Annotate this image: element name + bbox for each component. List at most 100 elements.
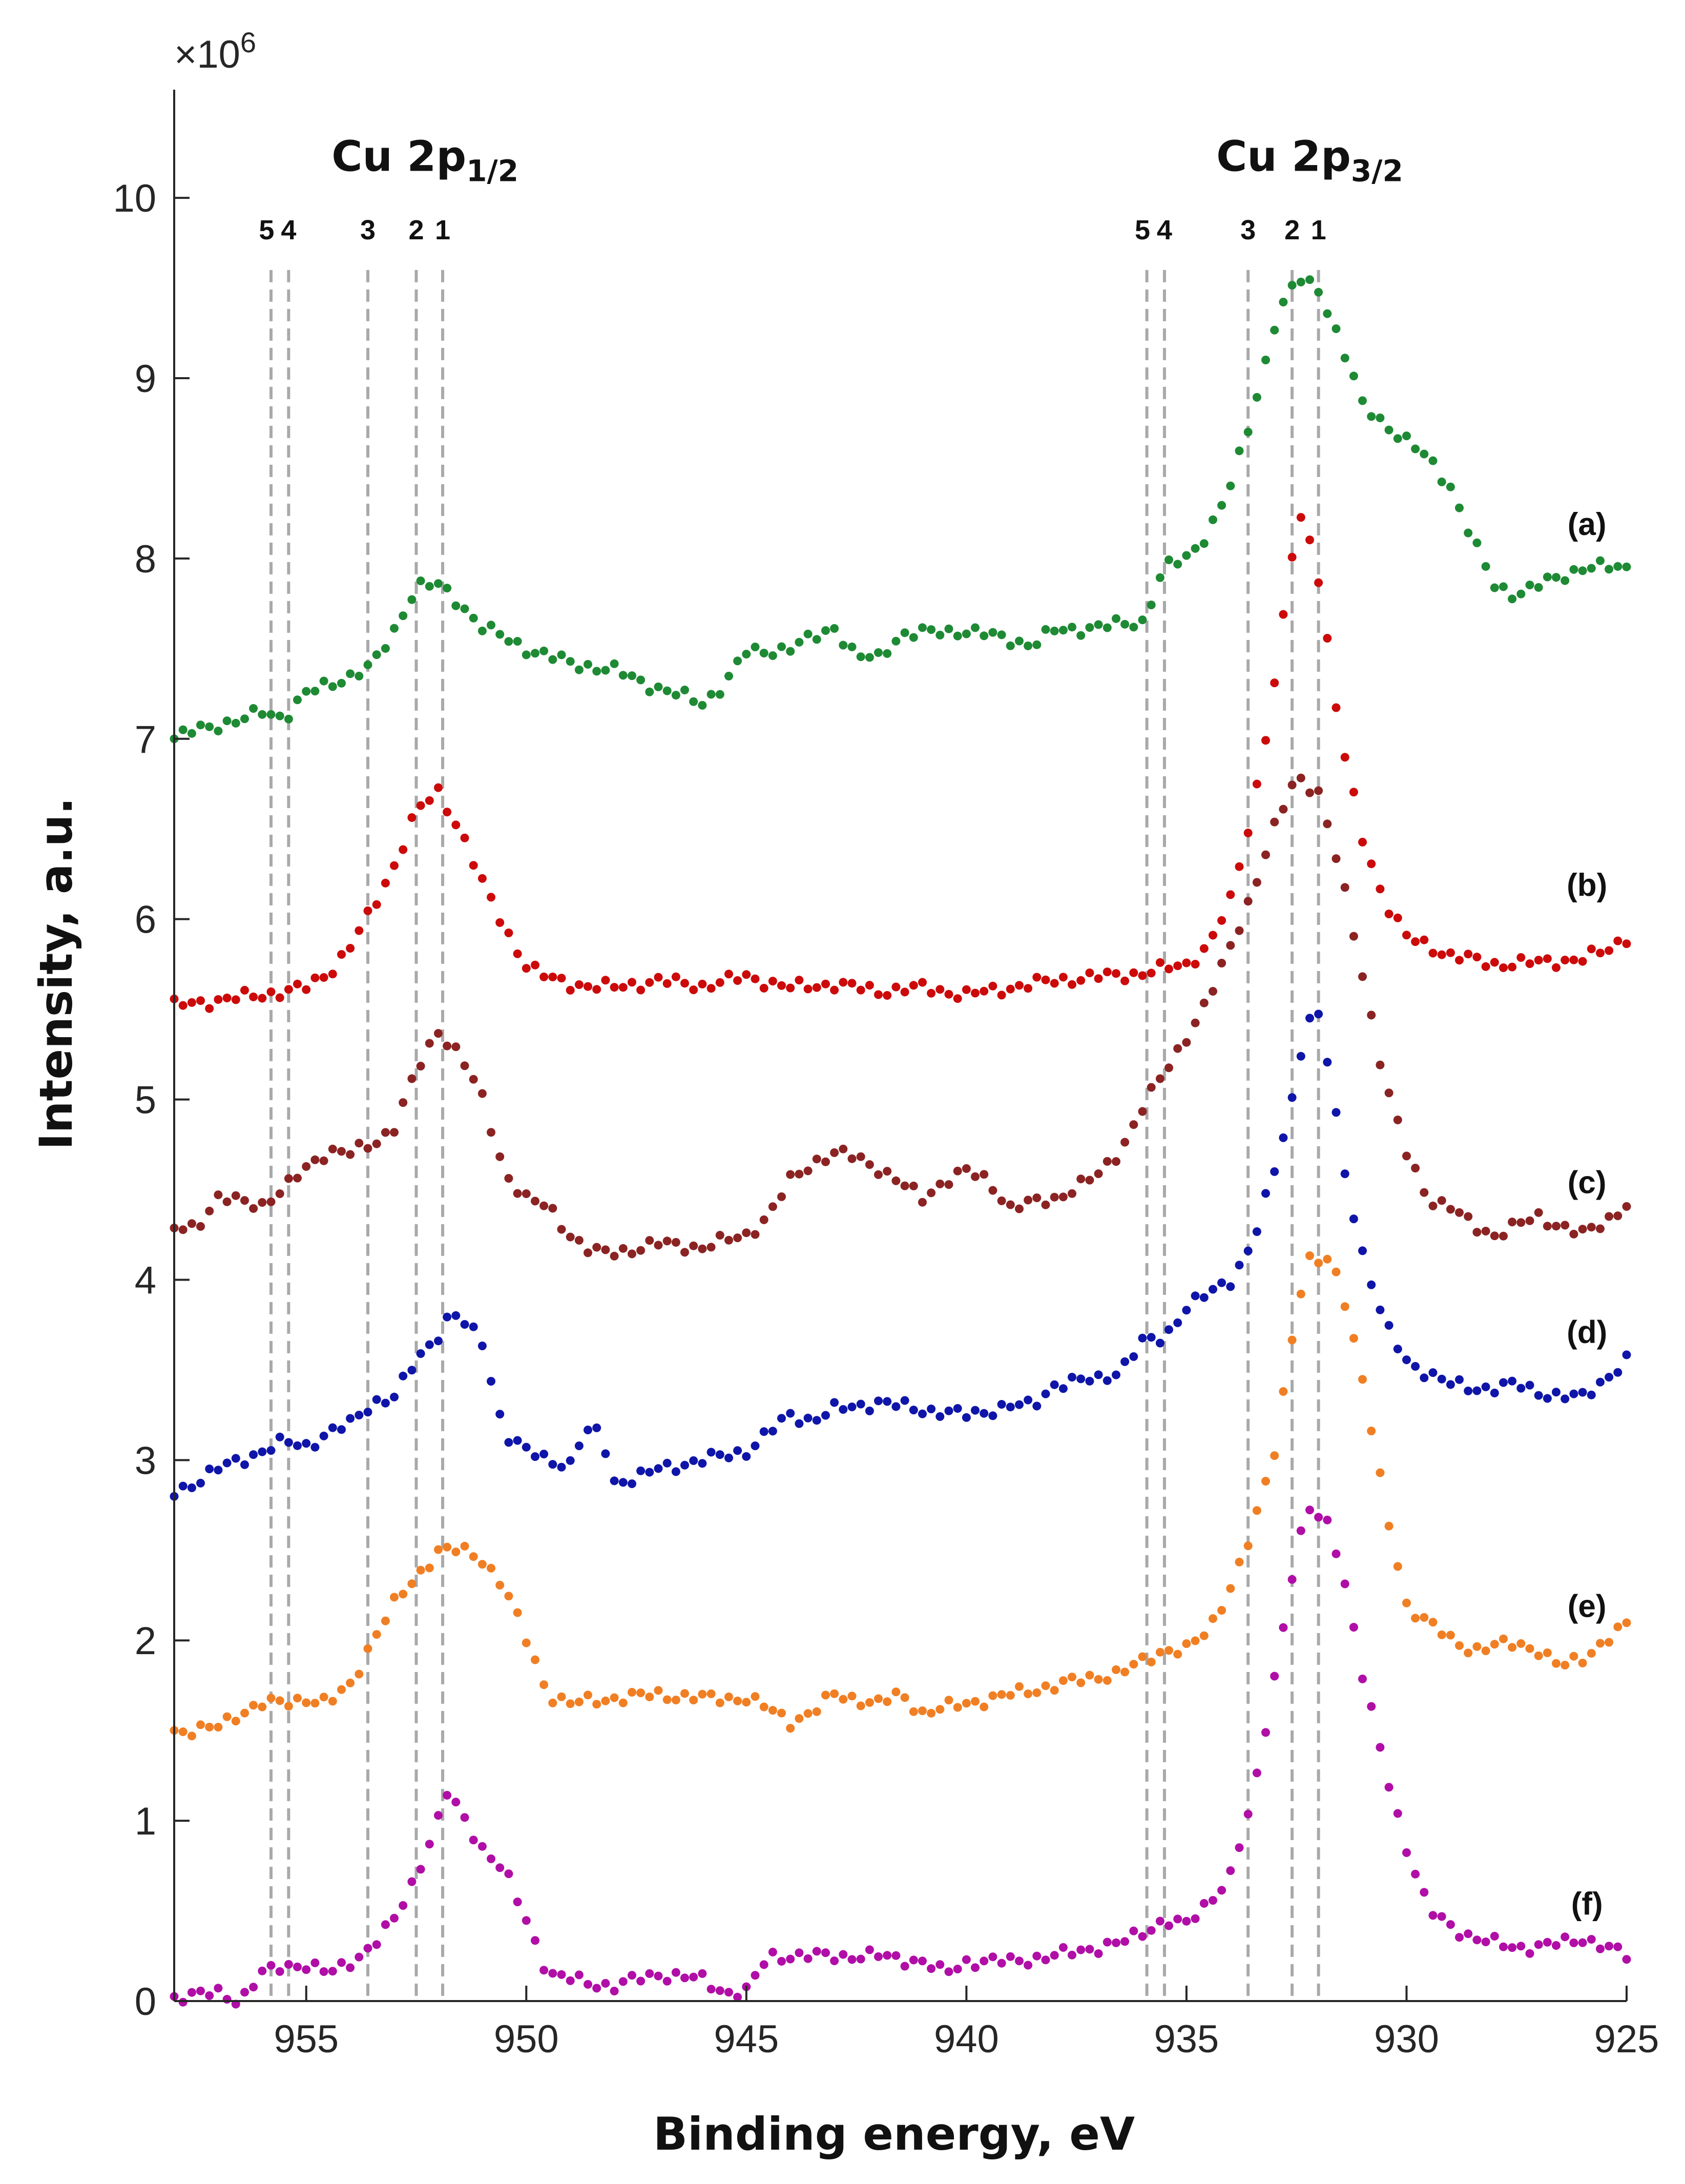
data-point xyxy=(416,1062,425,1070)
peak-title-main: Cu 2p xyxy=(1216,132,1351,181)
data-point xyxy=(1199,944,1209,953)
data-point xyxy=(1332,324,1341,333)
data-point xyxy=(1569,1938,1578,1947)
data-point xyxy=(1367,859,1376,869)
data-point xyxy=(1235,1557,1244,1567)
data-point xyxy=(407,1366,417,1375)
data-point xyxy=(390,1128,399,1137)
data-point xyxy=(1605,1638,1614,1647)
data-point xyxy=(1332,1267,1341,1276)
data-point xyxy=(477,1342,487,1350)
data-point xyxy=(592,1700,601,1709)
data-point xyxy=(487,893,495,902)
data-point xyxy=(1622,1350,1631,1359)
data-point xyxy=(1561,1932,1570,1942)
x-tick-label: 925 xyxy=(1594,2017,1659,2061)
data-point xyxy=(795,1169,804,1179)
data-point xyxy=(1393,1809,1402,1818)
data-point xyxy=(953,1404,962,1413)
data-point xyxy=(1472,953,1482,962)
data-point xyxy=(803,1954,813,1963)
data-point xyxy=(874,1952,883,1961)
data-point xyxy=(275,1967,284,1976)
data-point xyxy=(1209,515,1217,524)
data-point xyxy=(1499,1634,1508,1643)
data-point xyxy=(1112,1665,1120,1674)
data-point xyxy=(1287,281,1297,290)
data-point xyxy=(1437,1196,1446,1205)
data-point xyxy=(1481,1382,1490,1391)
data-point xyxy=(1085,1376,1094,1386)
data-point xyxy=(645,1969,654,1978)
data-point xyxy=(266,1961,276,1970)
data-point xyxy=(1173,1650,1182,1659)
data-point xyxy=(222,1458,232,1468)
data-point xyxy=(355,926,364,935)
data-point xyxy=(425,1039,434,1048)
data-point xyxy=(1508,962,1517,972)
data-point xyxy=(1455,1208,1464,1217)
data-point xyxy=(671,972,680,981)
data-point xyxy=(407,1877,417,1886)
data-point xyxy=(275,993,284,1002)
data-point xyxy=(1543,954,1552,963)
data-point xyxy=(1569,955,1578,964)
data-point xyxy=(909,1955,918,1965)
data-point xyxy=(1015,636,1024,646)
data-point xyxy=(1613,1368,1622,1377)
data-point xyxy=(618,1244,628,1253)
data-point xyxy=(662,1695,672,1704)
data-point xyxy=(883,1167,892,1176)
data-point xyxy=(390,1593,399,1602)
data-point xyxy=(900,1181,909,1190)
data-point xyxy=(997,630,1006,640)
data-point xyxy=(240,714,249,724)
data-point xyxy=(1173,1318,1182,1327)
data-point xyxy=(1102,1376,1112,1385)
data-point xyxy=(1393,913,1402,922)
data-point xyxy=(1112,1370,1120,1379)
data-point xyxy=(1235,1843,1244,1852)
y-tick-label: 2 xyxy=(135,1619,156,1663)
data-point xyxy=(988,1411,997,1420)
series-label-2: (b) xyxy=(1567,868,1607,903)
data-point xyxy=(1129,1926,1138,1935)
data-point xyxy=(1155,1074,1164,1083)
data-point xyxy=(399,1901,408,1910)
data-point xyxy=(187,1732,196,1741)
data-point xyxy=(689,1972,698,1982)
data-point xyxy=(425,1840,434,1849)
data-point xyxy=(680,1460,689,1470)
data-point xyxy=(1252,1506,1261,1515)
series-label-5: (e) xyxy=(1568,1589,1607,1624)
data-point xyxy=(980,1409,989,1418)
data-point xyxy=(1481,1227,1490,1235)
data-point xyxy=(363,660,372,669)
data-point xyxy=(1349,788,1358,797)
data-point xyxy=(319,1693,328,1702)
data-point xyxy=(310,973,320,982)
data-point xyxy=(812,1155,821,1164)
data-point xyxy=(821,979,830,988)
data-point xyxy=(1543,1648,1552,1657)
data-point xyxy=(944,1180,953,1189)
data-point xyxy=(460,833,469,842)
data-point xyxy=(222,1995,232,2004)
data-point xyxy=(909,981,918,990)
data-point xyxy=(319,1967,328,1976)
data-point xyxy=(1314,578,1323,587)
data-point xyxy=(988,1691,997,1700)
data-point xyxy=(1209,1896,1217,1905)
data-point xyxy=(971,988,980,998)
data-point xyxy=(980,1702,989,1712)
data-point xyxy=(900,1962,909,1971)
data-point xyxy=(918,1409,927,1418)
data-point xyxy=(1094,620,1103,629)
data-point xyxy=(1332,1108,1341,1117)
data-point xyxy=(1305,275,1314,284)
data-point xyxy=(1226,890,1235,899)
data-point xyxy=(548,1698,557,1707)
data-point xyxy=(434,1545,443,1554)
